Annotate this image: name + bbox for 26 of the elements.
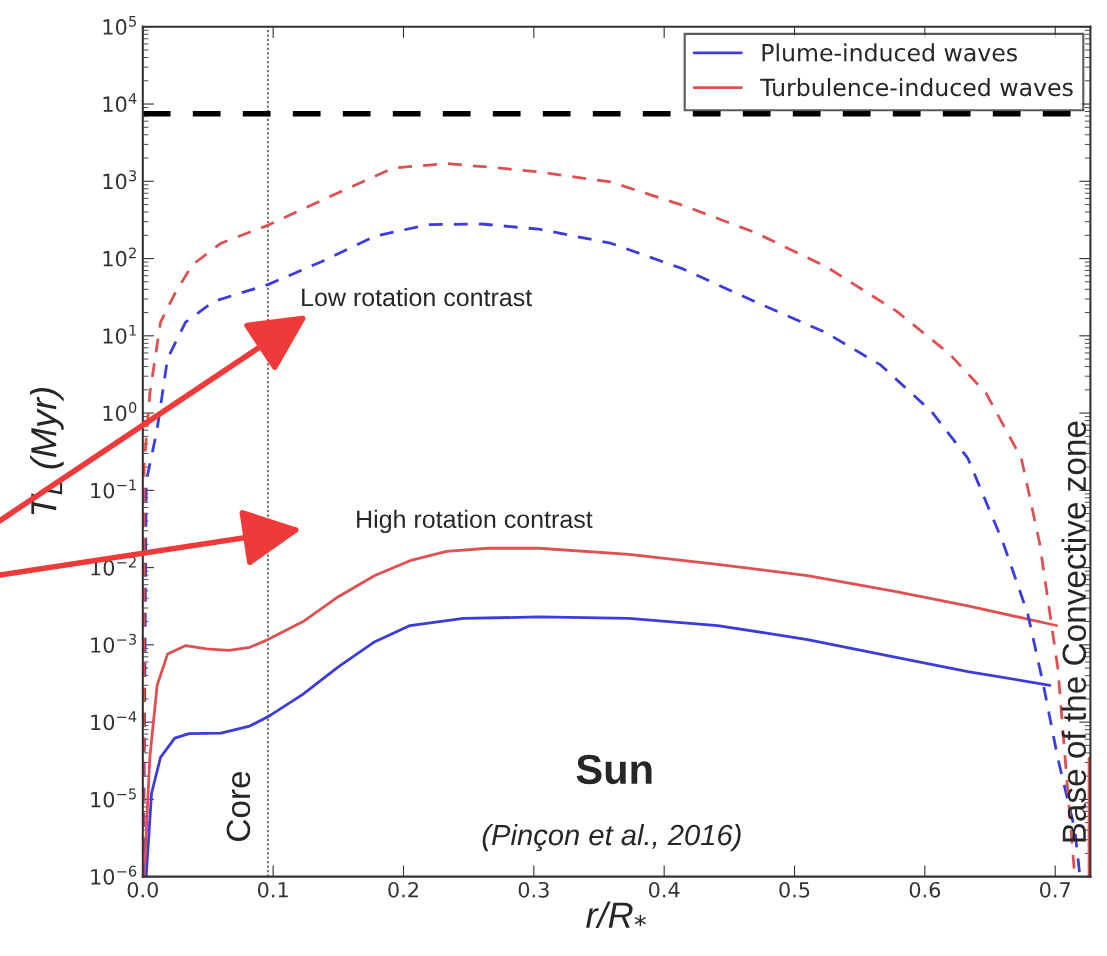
y-tick-label: 10$^{−3}$ xyxy=(91,633,137,653)
y-tick-label: 10$^{4}$ xyxy=(103,93,137,113)
x-tick-label: 0.7 xyxy=(1040,881,1070,898)
x-tick-label: 0.2 xyxy=(388,881,418,898)
y-tick-label: 10$^{−1}$ xyxy=(91,479,136,499)
annotation: Base of the Convective zone xyxy=(1061,421,1087,842)
y-tick-label: 10$^{−4}$ xyxy=(91,711,137,731)
x-tick-label: 0.6 xyxy=(909,881,941,898)
x-tick-label: 0.4 xyxy=(648,881,680,898)
legend-label: Turbulence-induced waves xyxy=(760,77,1073,97)
y-tick-label: 10$^{−5}$ xyxy=(91,788,136,808)
annotation: (Pinçon et al., 2016) xyxy=(482,823,741,852)
legend-label: Plume-induced waves xyxy=(762,43,1017,62)
annotation: High rotation contrast xyxy=(357,509,593,534)
annotation: Sun xyxy=(576,754,652,785)
annotation: Low rotation contrast xyxy=(302,287,532,307)
y-tick-label: 10$^{5}$ xyxy=(103,15,136,35)
x-tick-label: 0.3 xyxy=(518,881,549,898)
x-tick-label: 0.5 xyxy=(779,881,810,898)
y-tick-label: 10$^{2}$ xyxy=(103,247,136,267)
ref-line-label: Core xyxy=(226,771,251,841)
x-tick-label: 0.1 xyxy=(257,881,288,898)
y-tick-label: 10$^{1}$ xyxy=(103,324,136,344)
y-tick-label: 10$^{3}$ xyxy=(103,170,137,190)
y-tick-label: 10$^{0}$ xyxy=(103,402,137,422)
x-axis-title: r/R$_{*}$ xyxy=(586,901,646,929)
